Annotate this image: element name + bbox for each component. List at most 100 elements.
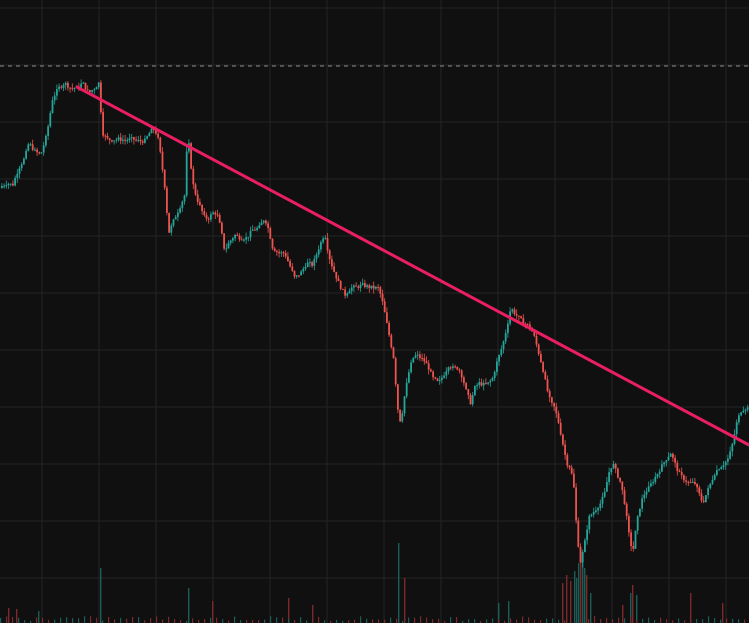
volume-bar: [240, 620, 242, 623]
candle-body: [652, 482, 654, 484]
candle-body: [423, 358, 426, 362]
candle-body: [680, 472, 683, 476]
candle-body: [355, 285, 357, 287]
candle-body: [353, 285, 355, 288]
candle-body: [405, 382, 408, 397]
candle-body: [654, 476, 657, 483]
candle-body: [632, 545, 635, 549]
candle-body: [513, 309, 516, 315]
candle-body: [665, 460, 668, 463]
candle-body: [386, 312, 388, 323]
candle-body: [621, 481, 624, 491]
volume-bar: [588, 619, 590, 623]
candle-body: [522, 318, 525, 324]
candle-body: [597, 508, 599, 511]
candle-body: [500, 349, 503, 356]
candle-body: [29, 144, 32, 146]
candle-body: [18, 168, 21, 174]
candle-body: [581, 552, 584, 563]
candle-body: [414, 355, 417, 358]
volume-bar: [564, 620, 566, 623]
candle-body: [293, 270, 296, 277]
volume-bar: [12, 616, 14, 623]
volume-bar: [234, 616, 236, 623]
volume-bar: [738, 619, 740, 623]
candle-body: [533, 331, 536, 336]
candle-body: [559, 422, 562, 435]
candle-body: [368, 285, 371, 289]
volume-bar: [282, 617, 284, 623]
volume-bar: [726, 618, 728, 623]
trendline[interactable]: [75, 85, 749, 447]
candle-body: [469, 395, 472, 405]
candle-body: [73, 88, 76, 90]
candle-body: [166, 187, 168, 213]
candle-body: [31, 144, 34, 151]
volume-bar: [36, 617, 38, 623]
candle-body: [199, 201, 201, 205]
candle-body: [590, 514, 593, 516]
volume-bar: [744, 619, 746, 623]
candle-body: [403, 396, 406, 414]
volume-bar: [60, 617, 62, 623]
candle-body: [449, 367, 452, 369]
volume-bar: [584, 568, 586, 623]
volume-bar: [16, 609, 18, 623]
candle-body: [540, 354, 542, 363]
candle-body: [722, 465, 725, 468]
volume-bar: [198, 619, 200, 623]
candle-body: [218, 214, 221, 223]
candle-body: [630, 532, 632, 546]
candle-body: [284, 253, 287, 257]
candle-body: [577, 520, 580, 547]
volume-bar: [156, 616, 158, 623]
candle-body: [359, 284, 362, 288]
candle-body: [482, 382, 485, 386]
candle-body: [141, 141, 144, 143]
candle-body: [58, 86, 60, 90]
volume-bar: [168, 616, 170, 623]
volume-bar: [384, 619, 386, 623]
candle-body: [617, 468, 619, 478]
candle-body: [438, 379, 441, 381]
candle-body: [515, 314, 518, 316]
candle-body: [300, 271, 302, 276]
volume-bar: [72, 618, 74, 623]
volume-bar: [498, 603, 500, 623]
candle-body: [271, 238, 274, 249]
candle-body: [102, 112, 104, 136]
volume-bar: [578, 563, 580, 623]
candle-body: [291, 266, 294, 271]
volume-bar: [174, 619, 176, 623]
volume-bar: [264, 619, 266, 623]
volume-bar: [0, 617, 2, 623]
candle-body: [45, 135, 47, 146]
candle-body: [518, 315, 520, 317]
volume-bar: [552, 618, 554, 623]
volume-bar: [288, 598, 290, 623]
candle-body: [467, 389, 470, 396]
candle-body: [240, 239, 243, 241]
volume-bar: [414, 617, 416, 623]
volume-bar: [288, 618, 290, 623]
volume-bar: [508, 601, 510, 623]
candle-body: [36, 149, 38, 153]
candle-body: [49, 112, 52, 127]
candle-body: [227, 242, 230, 249]
candle-body: [713, 474, 716, 480]
candle-body: [394, 358, 397, 385]
volume-bar: [600, 619, 602, 623]
candle-body: [159, 137, 162, 152]
candle-body: [350, 287, 353, 292]
volume-bar: [398, 543, 400, 623]
volume-bar: [312, 605, 314, 623]
volume-bar: [582, 616, 584, 623]
candle-body: [126, 140, 129, 142]
candle-body: [372, 285, 375, 289]
volume-bar: [90, 616, 92, 623]
candle-body: [650, 483, 652, 487]
candle-body: [474, 386, 476, 396]
